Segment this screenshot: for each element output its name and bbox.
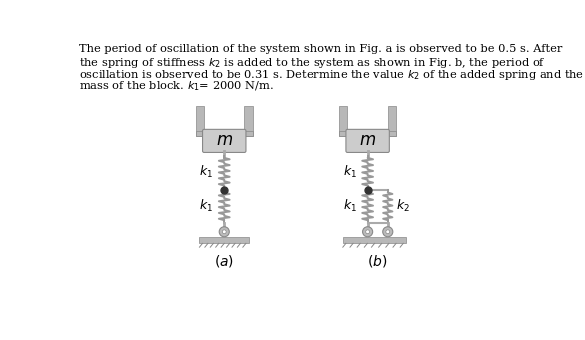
Text: $m$: $m$	[359, 132, 376, 149]
Bar	[339, 106, 347, 136]
Text: $m$: $m$	[216, 132, 233, 149]
Text: $(a)$: $(a)$	[214, 253, 235, 269]
Text: $k_1$: $k_1$	[343, 198, 357, 215]
Circle shape	[386, 230, 390, 234]
Text: The period of oscillation of the system shown in Fig. a is observed to be 0.5 s.: The period of oscillation of the system …	[80, 44, 563, 54]
Text: oscillation is observed to be 0.31 s. Determine the value $k_2$ of the added spr: oscillation is observed to be 0.31 s. De…	[80, 68, 584, 82]
Text: $k_1$: $k_1$	[343, 164, 357, 180]
Circle shape	[366, 230, 370, 234]
Text: $(b)$: $(b)$	[367, 253, 388, 269]
Text: $k_1$: $k_1$	[199, 164, 214, 180]
FancyBboxPatch shape	[202, 129, 246, 152]
Circle shape	[363, 227, 373, 237]
Circle shape	[219, 227, 229, 237]
Bar	[199, 237, 249, 243]
Bar	[339, 131, 396, 136]
Bar	[245, 106, 253, 136]
Circle shape	[383, 227, 393, 237]
Text: $k_1$: $k_1$	[199, 198, 214, 215]
Text: mass of the block. $k_1$= 2000 N/m.: mass of the block. $k_1$= 2000 N/m.	[80, 80, 274, 93]
Bar	[195, 106, 204, 136]
Circle shape	[222, 230, 226, 234]
Bar	[195, 131, 253, 136]
FancyBboxPatch shape	[346, 129, 390, 152]
Bar	[343, 237, 407, 243]
Bar	[388, 106, 396, 136]
Text: the spring of stiffness $k_2$ is added to the system as shown in Fig. b, the per: the spring of stiffness $k_2$ is added t…	[80, 56, 546, 70]
Text: $k_2$: $k_2$	[396, 198, 410, 215]
